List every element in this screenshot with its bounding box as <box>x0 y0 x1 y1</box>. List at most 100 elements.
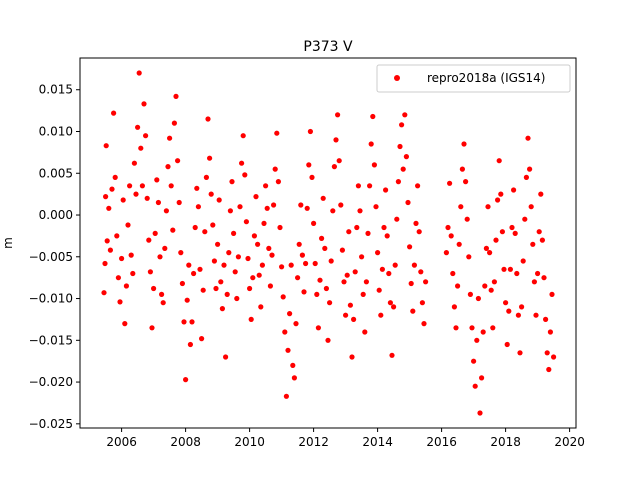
data-point <box>467 291 473 297</box>
data-point <box>208 191 214 197</box>
data-point <box>352 269 358 275</box>
data-point <box>234 295 240 302</box>
data-point <box>479 375 485 381</box>
data-point <box>546 366 552 373</box>
x-tick-label: 2012 <box>298 435 329 449</box>
data-point <box>347 302 353 308</box>
data-point <box>544 350 550 356</box>
data-point <box>131 160 137 166</box>
data-point <box>250 275 256 281</box>
data-point <box>510 187 517 193</box>
y-tick-label: 0.005 <box>39 166 73 180</box>
data-point <box>242 172 248 178</box>
data-point <box>450 270 456 277</box>
data-point <box>384 233 390 239</box>
data-point <box>360 291 366 297</box>
data-point <box>159 291 165 297</box>
data-point <box>189 319 195 325</box>
data-point <box>469 325 475 331</box>
data-point <box>133 191 139 197</box>
data-point <box>531 279 538 285</box>
data-point <box>267 283 273 289</box>
data-point <box>218 279 224 285</box>
data-point <box>327 300 333 306</box>
data-point <box>341 279 347 285</box>
data-point <box>522 216 528 222</box>
data-point <box>530 241 536 247</box>
data-point <box>107 247 113 253</box>
data-point <box>485 204 491 210</box>
data-point <box>451 304 457 310</box>
data-point <box>421 321 427 327</box>
y-tick-label: −0.025 <box>29 417 73 431</box>
data-point <box>375 250 381 256</box>
data-point <box>266 245 272 251</box>
data-point <box>343 312 349 318</box>
data-point <box>501 266 507 272</box>
data-point <box>387 300 393 306</box>
data-point <box>109 186 115 192</box>
data-point <box>527 166 533 172</box>
data-point <box>539 237 546 243</box>
data-point <box>312 260 318 267</box>
data-point <box>472 383 478 389</box>
data-point <box>186 262 192 268</box>
data-point <box>344 272 350 278</box>
data-point <box>271 202 277 208</box>
y-tick-label: 0.010 <box>39 124 73 138</box>
data-point <box>232 269 238 275</box>
data-point <box>197 266 203 272</box>
legend: repro2018a (IGS14) <box>376 64 571 93</box>
data-point <box>397 143 403 150</box>
data-point <box>378 312 384 318</box>
data-point <box>264 205 270 211</box>
data-point <box>285 347 291 353</box>
data-point <box>512 230 518 236</box>
data-point <box>298 202 304 208</box>
data-point <box>216 197 222 203</box>
data-point <box>403 154 409 160</box>
data-point <box>419 300 425 306</box>
data-point <box>104 238 110 244</box>
data-point <box>335 112 341 118</box>
data-point <box>415 183 421 189</box>
data-point <box>547 329 554 335</box>
data-point <box>179 280 185 287</box>
x-tick-label: 2008 <box>170 435 201 449</box>
data-point <box>215 241 221 247</box>
data-point <box>483 245 489 251</box>
data-point <box>362 329 368 335</box>
x-axis: 2006 2008 2010 2012 2014 2016 2018 2020 <box>106 428 585 449</box>
data-point <box>466 254 472 260</box>
data-point <box>152 230 158 236</box>
data-point <box>256 272 262 278</box>
data-point <box>471 358 477 364</box>
data-point <box>251 233 257 239</box>
data-point <box>135 124 141 130</box>
data-point <box>207 155 213 161</box>
data-point <box>138 145 144 151</box>
data-point <box>455 283 461 289</box>
data-point <box>523 174 530 180</box>
data-point <box>515 312 522 318</box>
y-tick-label: −0.020 <box>29 375 73 389</box>
data-point <box>328 258 334 264</box>
data-point <box>139 183 145 189</box>
data-point <box>482 283 488 289</box>
legend-marker <box>394 75 400 81</box>
data-point <box>183 377 189 383</box>
data-point <box>200 287 206 293</box>
data-point <box>203 174 209 180</box>
data-point <box>453 325 459 331</box>
data-point <box>219 306 225 312</box>
x-tick-label: 2016 <box>426 435 457 449</box>
data-point <box>413 220 419 226</box>
data-point <box>154 177 160 183</box>
data-point <box>445 224 451 231</box>
x-tick-label: 2014 <box>362 435 393 449</box>
data-point <box>323 285 329 292</box>
data-point <box>538 191 544 197</box>
data-point <box>480 329 486 335</box>
data-point <box>475 295 481 302</box>
y-tick-label: 0.015 <box>39 83 73 97</box>
